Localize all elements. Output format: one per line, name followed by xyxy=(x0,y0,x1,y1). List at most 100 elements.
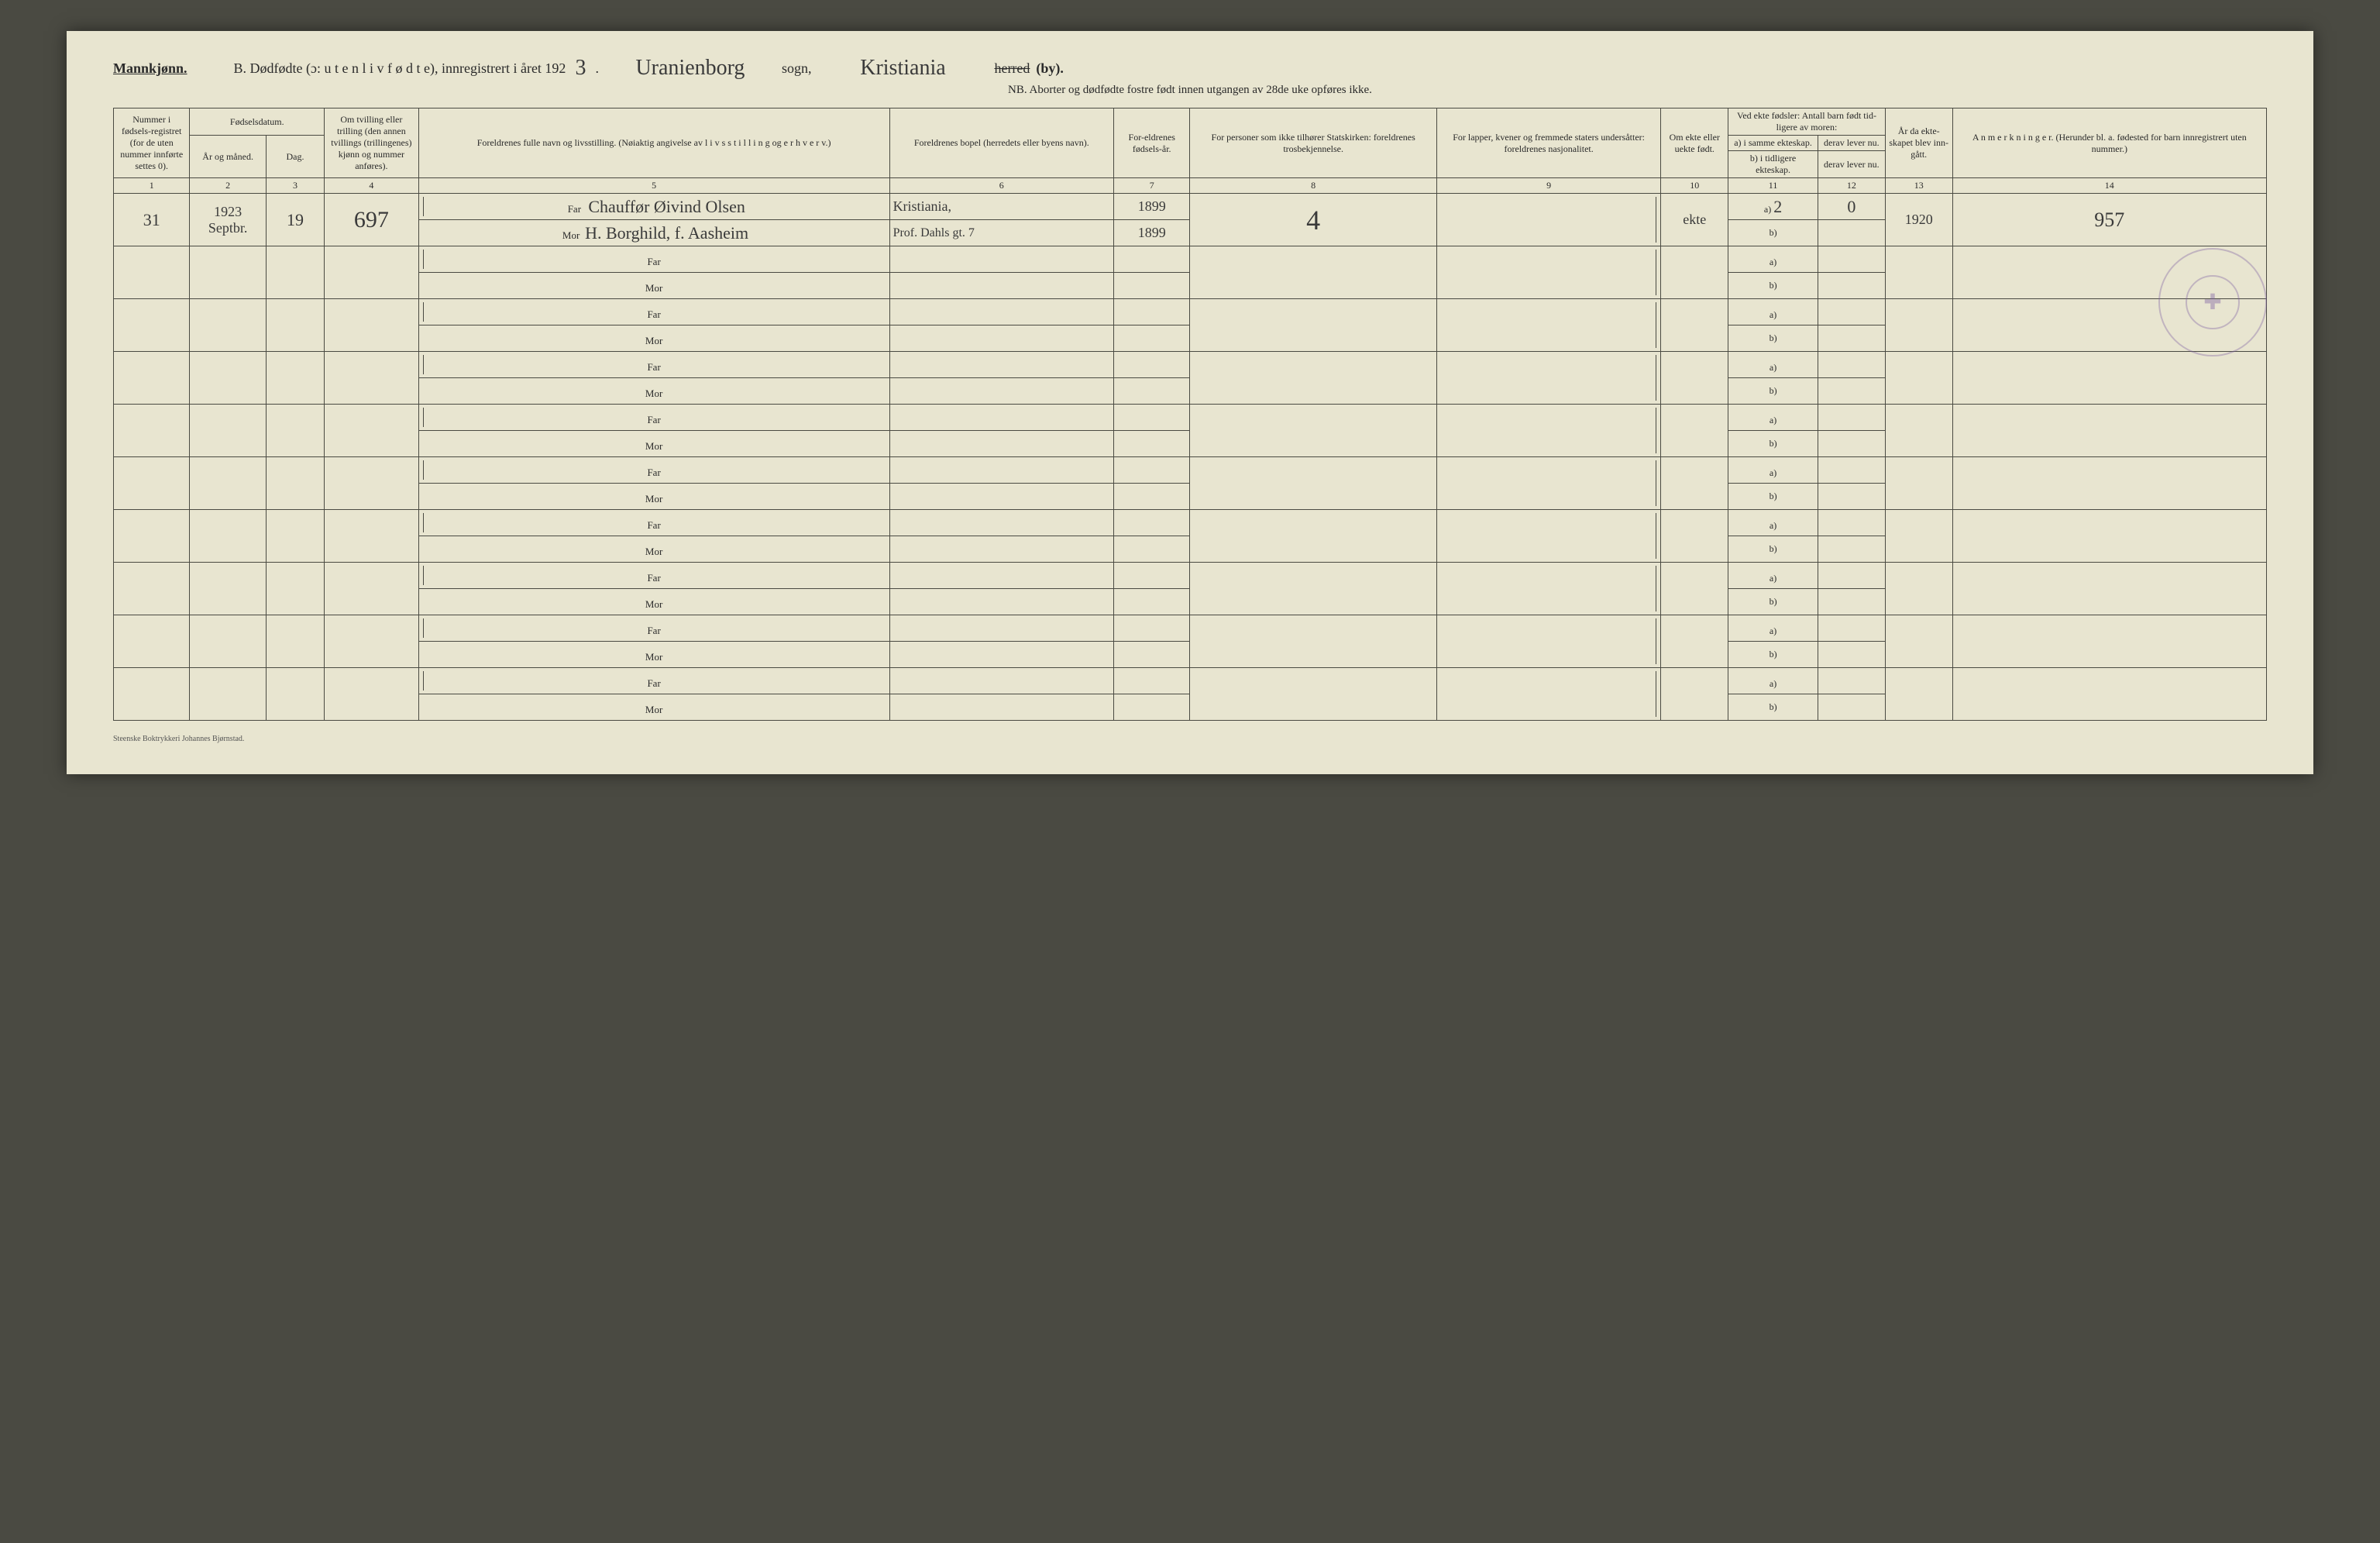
cell-ym xyxy=(190,510,266,563)
cell-11b: b) xyxy=(1728,325,1818,352)
cell-mor-name: Mor xyxy=(418,589,889,615)
cell-13 xyxy=(1885,246,1952,299)
cell-ym xyxy=(190,352,266,405)
cell-day xyxy=(266,246,324,299)
cell-anm xyxy=(1952,352,2266,405)
cell-col9 xyxy=(1436,510,1660,563)
col-5-header: Foreldrenes fulle navn og livsstilling. … xyxy=(418,108,889,178)
cell-12b xyxy=(1818,431,1885,457)
cell-ym xyxy=(190,246,266,299)
register-table: Nummer i fødsels-registret (for de uten … xyxy=(113,108,2267,721)
gender-label: Mannkjønn. xyxy=(113,60,187,77)
cell-ym xyxy=(190,563,266,615)
cell-mor-year xyxy=(1114,484,1190,510)
cell-bopel-top xyxy=(889,352,1113,378)
col-12b-header: derav lever nu. xyxy=(1818,151,1885,178)
cell-11b: b) xyxy=(1728,431,1818,457)
cell-num xyxy=(114,405,190,457)
cell-12a xyxy=(1818,299,1885,325)
cell-far-name: Far xyxy=(418,246,889,273)
cell-far-name: Far xyxy=(418,615,889,642)
colnum-11: 11 xyxy=(1728,178,1818,194)
cell-far-year: 1899 xyxy=(1114,194,1190,220)
cell-twin xyxy=(325,668,419,721)
cell-12b xyxy=(1818,642,1885,668)
cell-mor-name: Mor xyxy=(418,273,889,299)
colnum-3: 3 xyxy=(266,178,324,194)
cell-12a xyxy=(1818,457,1885,484)
cell-far-year xyxy=(1114,563,1190,589)
cell-col9 xyxy=(1436,299,1660,352)
title-prefix: B. Dødfødte (ɔ: u t e n l i v f ø d t e)… xyxy=(234,60,566,77)
cell-mor-name: Mor xyxy=(418,325,889,352)
cell-twin xyxy=(325,457,419,510)
cell-13 xyxy=(1885,352,1952,405)
sogn-handwritten: Uranienborg xyxy=(605,56,776,81)
cell-col8 xyxy=(1190,668,1436,721)
cell-mor-name: Mor xyxy=(418,431,889,457)
cell-anm xyxy=(1952,510,2266,563)
col-2-top-header: Fødselsdatum. xyxy=(190,108,325,136)
cell-bopel-top xyxy=(889,457,1113,484)
cell-12b xyxy=(1818,378,1885,405)
header-row: Mannkjønn. B. Dødfødte (ɔ: u t e n l i v… xyxy=(113,54,2267,79)
cell-twin xyxy=(325,405,419,457)
col-9-header: For lapper, kvener og fremmede staters u… xyxy=(1436,108,1660,178)
cell-day xyxy=(266,615,324,668)
cell-far-name: Far Chauffør Øivind Olsen xyxy=(418,194,889,220)
cell-mor-year xyxy=(1114,642,1190,668)
cell-ym xyxy=(190,299,266,352)
cell-day xyxy=(266,563,324,615)
cell-ym xyxy=(190,457,266,510)
col-11b-header: b) i tidligere ekteskap. xyxy=(1728,151,1818,178)
cell-mor-year: 1899 xyxy=(1114,220,1190,246)
col-4-header: Om tvilling eller trilling (den annen tv… xyxy=(325,108,419,178)
cell-bopel-top xyxy=(889,668,1113,694)
cell-ekte xyxy=(1661,615,1728,668)
cell-ekte xyxy=(1661,299,1728,352)
cell-num: 31 xyxy=(114,194,190,246)
cell-far-name: Far xyxy=(418,457,889,484)
cell-bopel-bot xyxy=(889,642,1113,668)
colnum-4: 4 xyxy=(325,178,419,194)
cell-day: 19 xyxy=(266,194,324,246)
col-1-header: Nummer i fødsels-registret (for de uten … xyxy=(114,108,190,178)
by-label: (by). xyxy=(1036,60,1064,77)
cell-col8 xyxy=(1190,246,1436,299)
col-13-header: År da ekte-skapet blev inn-gått. xyxy=(1885,108,1952,178)
cell-far-name: Far xyxy=(418,668,889,694)
cell-mor-name: Mor xyxy=(418,536,889,563)
cell-col8 xyxy=(1190,405,1436,457)
cell-day xyxy=(266,510,324,563)
colnum-8: 8 xyxy=(1190,178,1436,194)
cell-11a: a) xyxy=(1728,299,1818,325)
cell-12a xyxy=(1818,405,1885,431)
cell-far-name: Far xyxy=(418,352,889,378)
col-8-header: For personer som ikke tilhører Statskirk… xyxy=(1190,108,1436,178)
cell-12b xyxy=(1818,220,1885,246)
cell-12a: 0 xyxy=(1818,194,1885,220)
cell-11a: a) xyxy=(1728,405,1818,431)
cell-13 xyxy=(1885,563,1952,615)
cell-12b xyxy=(1818,589,1885,615)
cell-11a: a) 2 xyxy=(1728,194,1818,220)
cell-day xyxy=(266,668,324,721)
cell-twin xyxy=(325,563,419,615)
cell-mor-year xyxy=(1114,694,1190,721)
cell-bopel-top xyxy=(889,405,1113,431)
cell-col8 xyxy=(1190,457,1436,510)
cell-bopel-top xyxy=(889,615,1113,642)
cell-col8 xyxy=(1190,299,1436,352)
cell-ym xyxy=(190,668,266,721)
form-sheet: Mannkjønn. B. Dødfødte (ɔ: u t e n l i v… xyxy=(67,31,2313,774)
cell-twin xyxy=(325,246,419,299)
colnum-5: 5 xyxy=(418,178,889,194)
cell-mor-name: Mor xyxy=(418,642,889,668)
cell-ekte xyxy=(1661,352,1728,405)
cell-num xyxy=(114,615,190,668)
cell-num xyxy=(114,246,190,299)
cell-11a: a) xyxy=(1728,615,1818,642)
cell-bopel-bot xyxy=(889,325,1113,352)
colnum-2: 2 xyxy=(190,178,266,194)
cell-col8: 4 xyxy=(1190,194,1436,246)
